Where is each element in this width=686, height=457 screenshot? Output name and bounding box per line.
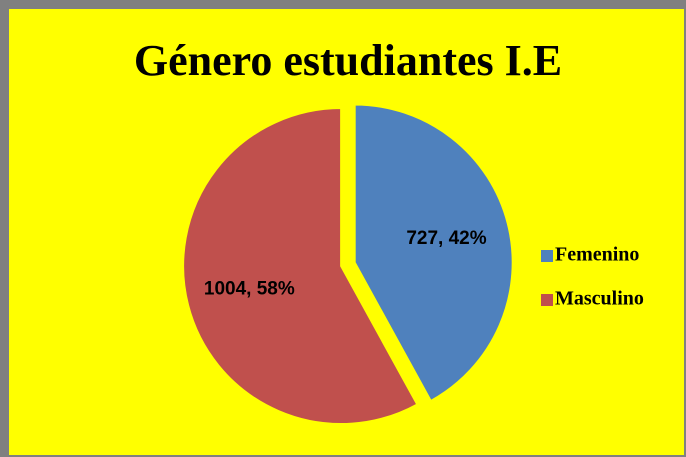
chart-title: Género estudiantes I.E <box>134 36 562 85</box>
legend-swatch <box>541 294 553 306</box>
legend-label: Femenino <box>555 244 639 266</box>
pie-slice <box>182 106 419 425</box>
pie-slice <box>353 103 514 403</box>
legend-label: Masculino <box>555 288 644 310</box>
legend-swatch <box>541 250 553 262</box>
data-label: 727, 42% <box>406 228 486 249</box>
data-label: 1004, 58% <box>204 279 295 300</box>
